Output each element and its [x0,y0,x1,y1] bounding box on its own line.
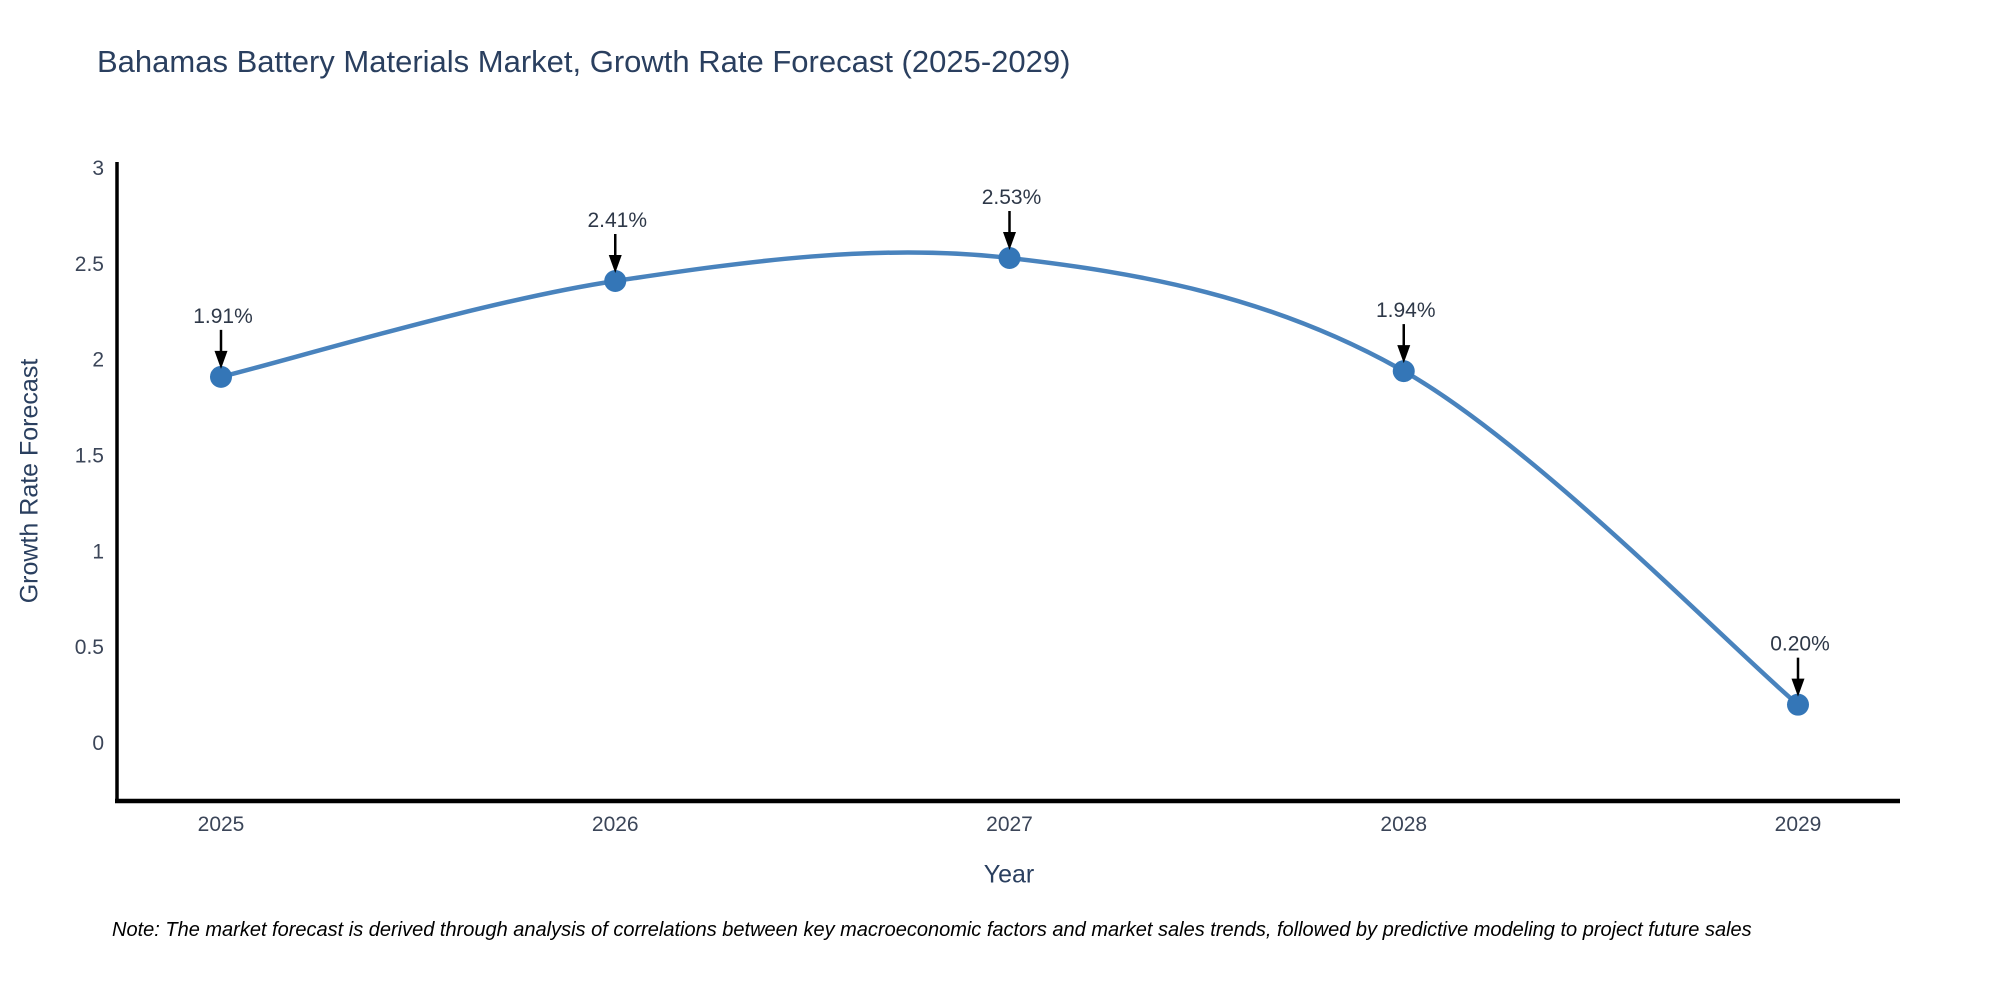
data-point-marker [1787,693,1809,716]
y-tick-label: 2 [92,349,104,372]
y-tick-label: 3 [92,157,104,180]
point-value-label: 2.41% [587,209,647,232]
chart-title: Bahamas Battery Materials Market, Growth… [97,44,1071,79]
y-tick-label: 1 [92,540,104,563]
y-tick-label: 1.5 [75,444,104,467]
annotation-arrow-head [1397,345,1411,364]
annotation-arrow-head [1003,231,1016,250]
x-tick-label: 2026 [592,813,639,836]
point-value-label: 1.94% [1376,299,1436,322]
forecast-line [218,250,1801,707]
y-tick-label: 2.5 [75,253,104,276]
annotation-arrow-head [1791,678,1805,697]
footnote: Note: The market forecast is derived thr… [112,919,1752,941]
data-point-marker [998,246,1021,269]
annotation-arrow-head [214,350,228,369]
data-point-marker [210,365,232,388]
x-tick-label: 2028 [1380,813,1427,836]
x-axis-title: Year [983,860,1035,889]
data-point-marker [604,270,627,293]
x-tick-label: 2027 [986,813,1033,836]
y-tick-label: 0.5 [75,636,104,659]
x-tick-label: 2025 [198,813,245,836]
point-value-label: 1.91% [193,305,253,328]
point-value-label: 0.20% [1770,633,1830,656]
x-tick-label: 2029 [1775,813,1822,836]
y-tick-label: 0 [92,732,104,755]
annotation-arrow-head [608,255,622,274]
point-value-label: 2.53% [982,186,1042,209]
data-point-marker [1392,360,1415,383]
